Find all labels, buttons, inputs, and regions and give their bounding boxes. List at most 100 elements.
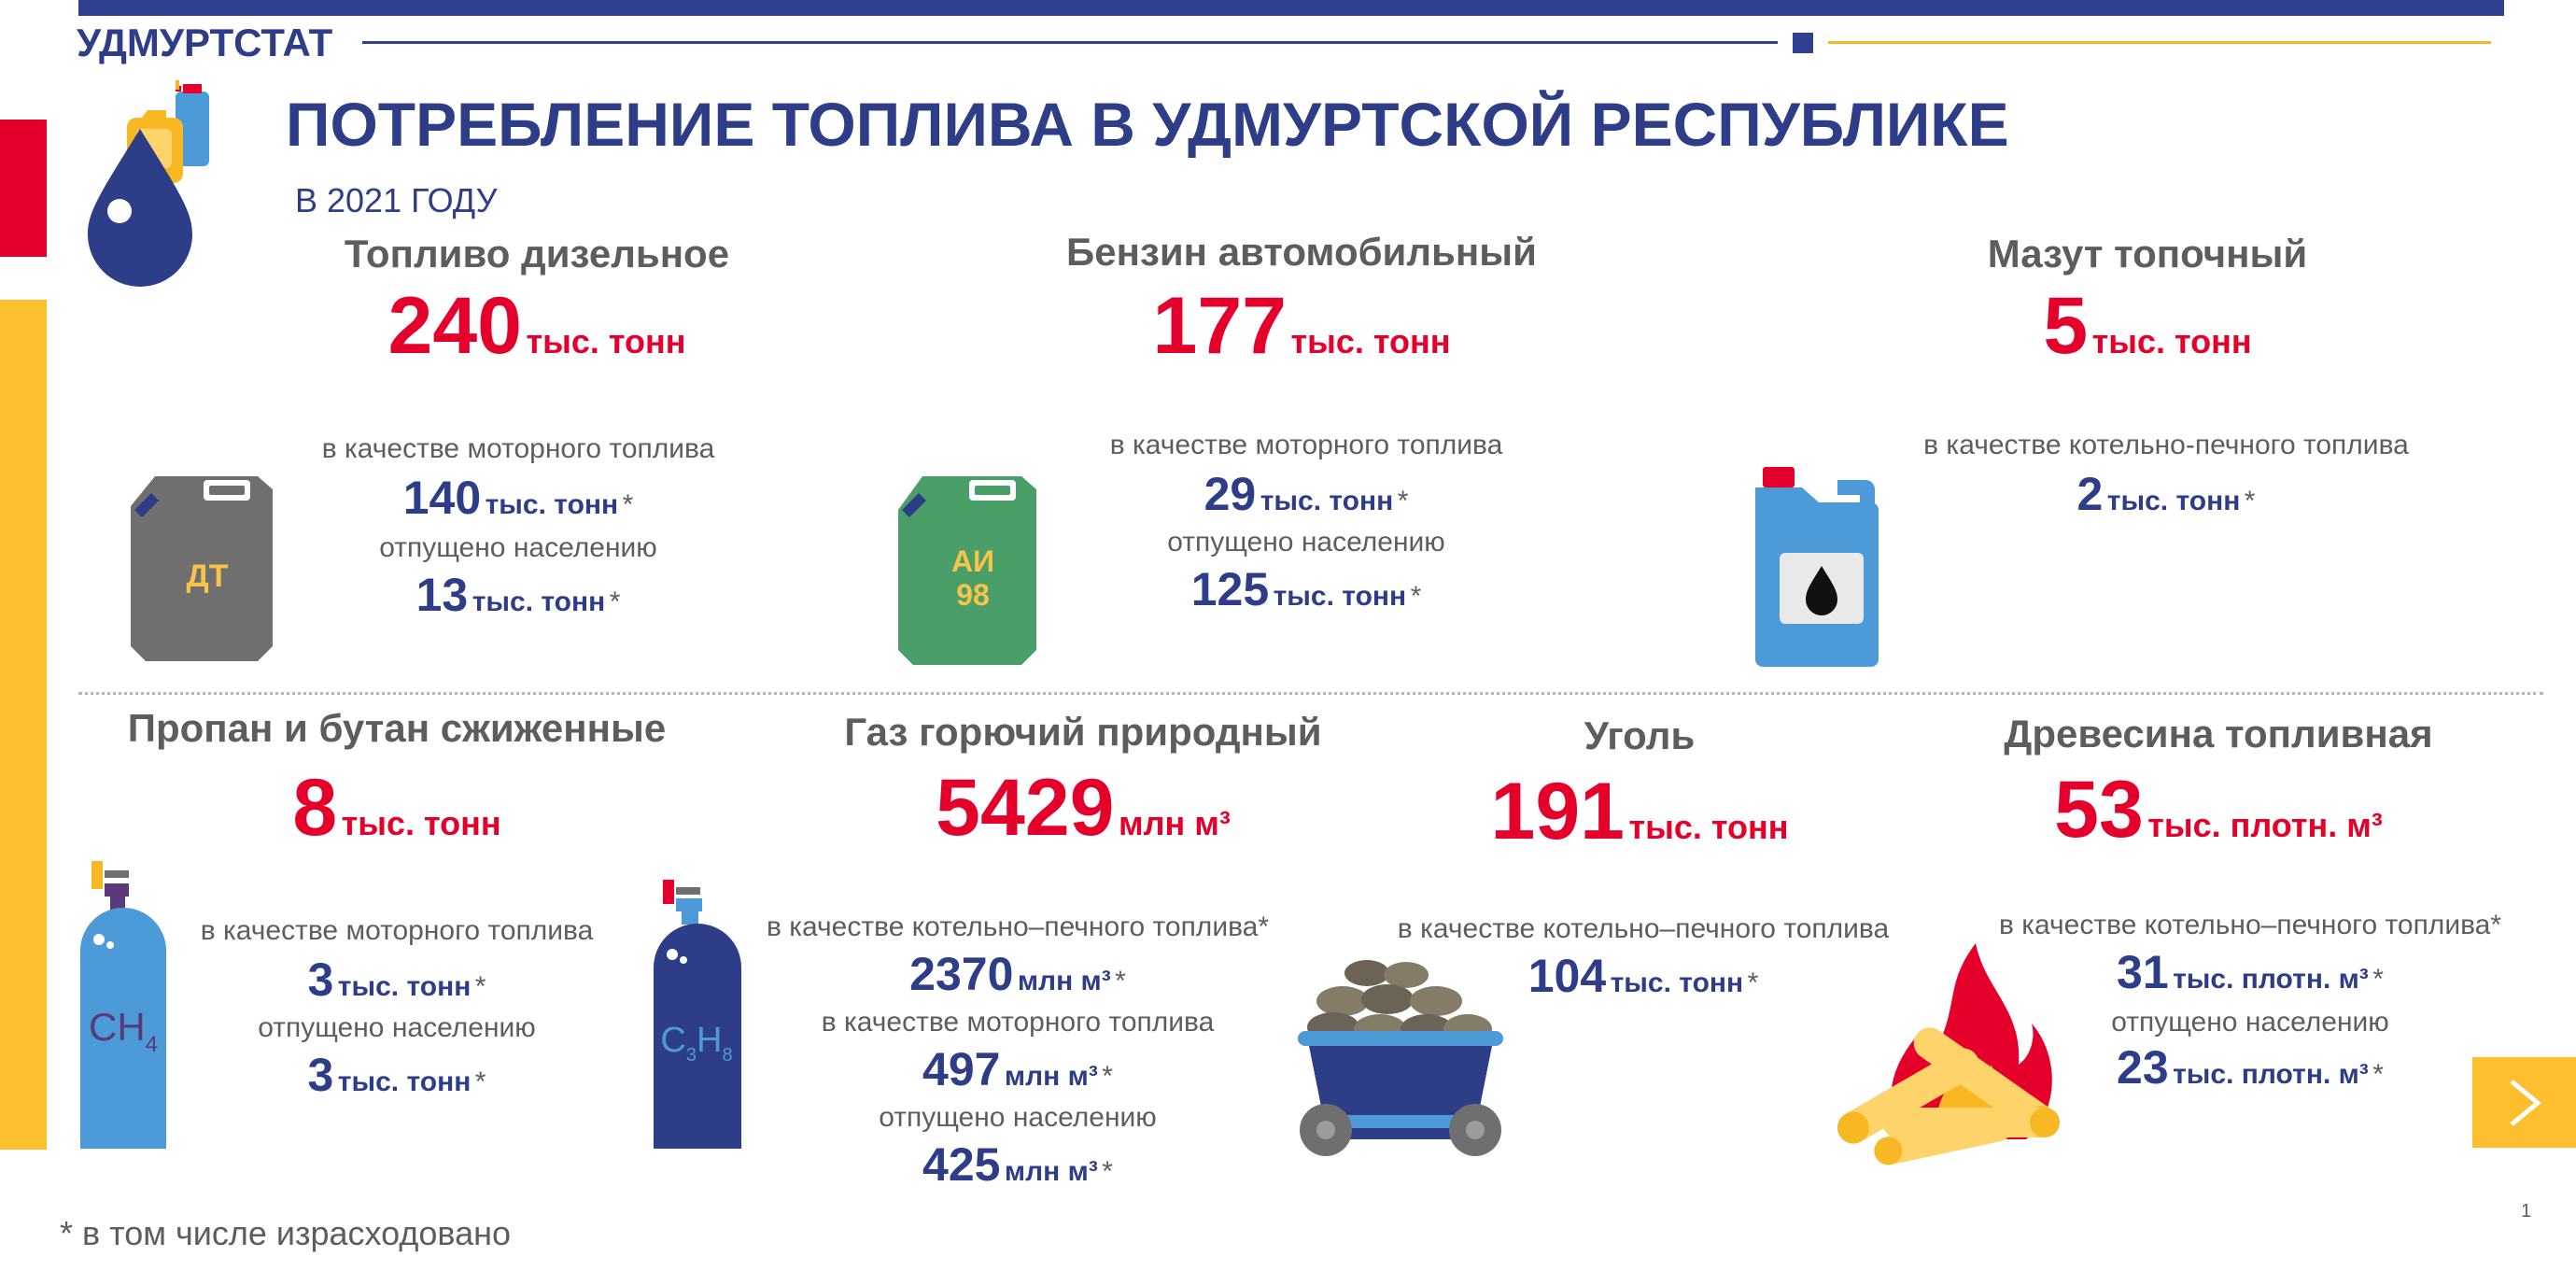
diesel-row1-label: в качестве моторного топлива [321,433,715,464]
value-mark: * [1747,967,1759,998]
value-unit: тыс. тонн [337,971,472,1002]
value-number: 31 [2117,946,2169,998]
value-unit: тыс. тонн [485,489,619,520]
value-unit: тыс. тонн [337,1066,472,1097]
value-mark: * [1102,1061,1113,1092]
fuel-oil-total-value: 5 [2043,281,2089,371]
gasoline-title: Бензин автомобильный [1066,230,1537,274]
wood-total-value: 53 [2054,765,2144,854]
page-title: ПОТРЕБЛЕНИЕ ТОПЛИВА В УДМУРТСКОЙ РЕСПУБЛ… [286,90,2009,159]
footnote: * в том числе израсходовано [60,1214,512,1252]
natural-gas-row2-value: 497 млн м³ * [738,1042,1298,1096]
page-subtitle: В 2021 ГОДУ [295,181,498,219]
diesel-title: Топливо дизельное [344,232,730,275]
gasoline-icon-label-1: АИ [951,544,994,578]
propane-title: Пропан и бутан сжиженные [127,706,667,750]
value-unit: млн м³ [1017,966,1111,996]
value-unit: тыс. плотн. м³ [2173,1059,2369,1090]
value-number: 125 [1190,563,1270,615]
value-unit: млн м³ [1004,1061,1098,1092]
value-mark: * [2372,964,2384,995]
wood-row2-label: отпущено населению [2111,1007,2389,1038]
fuel-oil-row1-value: 2 тыс. тонн * [1886,467,2446,521]
value-mark: * [2372,1059,2384,1090]
value-mark: * [1115,966,1126,996]
natural-gas-title: Газ горючий природный [844,710,1322,754]
top-bar [78,0,2504,16]
value-number: 3 [307,1049,334,1101]
side-accent-red [0,120,47,257]
coal-total-value: 191 [1490,767,1626,856]
value-unit: тыс. тонн [1260,486,1394,516]
natural-gas-row3-label: отпущено населению [879,1102,1157,1133]
fuel-oil-total-unit: тыс. тонн [2091,322,2252,360]
value-mark: * [474,971,486,1002]
propane-icon-sub: 4 [146,1032,158,1057]
natural-gas-total-unit: млн м³ [1118,804,1231,842]
propane-row2-value: 3 тыс. тонн * [177,1048,616,1102]
wood-total: 53 тыс. плотн. м³ [1938,764,2499,856]
page-number: 1 [2521,1201,2532,1222]
gasoline-total-unit: тыс. тонн [1290,322,1451,360]
value-number: 13 [415,569,469,621]
value-number: 2370 [909,948,1014,1000]
side-accent-yellow [0,300,47,1150]
gasoline-row2-label: отпущено населению [1167,527,1445,558]
gasoline-icon-label-2: 98 [956,578,990,612]
wood-title: Древесина топливная [2004,712,2433,756]
coal-total: 191 тыс. тонн [1359,766,1920,858]
gas-cylinder-icon: CH4 [80,861,166,1149]
gasoline-row2-value: 125 тыс. тонн * [1059,562,1554,616]
fuel-oil-title: Мазут топочный [1987,232,2308,275]
diesel-total: 240 тыс. тонн [261,280,812,373]
next-slide-button[interactable] [2472,1057,2576,1148]
chevron-right-icon [2510,1080,2541,1126]
value-number: 104 [1527,950,1607,1002]
value-number: 140 [402,472,482,524]
value-number: 497 [922,1043,1001,1095]
propane-row2-label: отпущено населению [258,1012,536,1043]
value-mark: * [609,586,621,617]
header-rule [362,41,1778,44]
gasoline-canister-icon: АИ 98 [898,476,1036,665]
natural-gas-total-value: 5429 [936,763,1115,853]
fuel-drop-icon [88,80,209,287]
value-mark: * [1410,581,1422,612]
value-number: 23 [2117,1041,2169,1094]
propane-total-value: 8 [292,763,338,853]
fuel-oil-total: 5 тыс. тонн [1867,280,2428,373]
value-unit: млн м³ [1004,1156,1098,1187]
propane-total-unit: тыс. тонн [341,804,501,842]
diesel-row1-value: 140 тыс. тонн * [271,471,766,525]
value-unit: тыс. тонн [1610,967,1744,998]
gasoline-total-value: 177 [1152,281,1288,371]
wood-total-unit: тыс. плотн. м³ [2147,806,2383,844]
gasoline-total: 177 тыс. тонн [1021,280,1582,373]
gas-cylinder-icon: C3H8 [654,880,741,1149]
propane-icon-label: CH [89,1005,146,1049]
value-mark: * [622,489,634,520]
natural-gas-total: 5429 млн м³ [803,762,1363,854]
natural-gas-icon-c: C [660,1021,685,1060]
natural-gas-row1-value: 2370 млн м³ * [738,947,1298,1001]
org-name: УДМУРТСТАТ [77,21,333,64]
natural-gas-icon-c-sub: 3 [686,1045,697,1066]
natural-gas-icon-h-sub: 8 [722,1045,732,1066]
gasoline-row1-label: в качестве моторного топлива [1109,430,1503,460]
diesel-total-value: 240 [387,281,523,371]
propane-row1-label: в качестве моторного топлива [200,915,594,946]
value-unit: тыс. плотн. м³ [2173,964,2369,995]
svg-text:C3H8: C3H8 [660,1021,732,1066]
gasoline-row1-value: 29 тыс. тонн * [1059,467,1554,521]
value-number: 425 [922,1138,1001,1191]
section-divider [78,692,2543,695]
value-number: 2 [2076,468,2104,520]
diesel-row2-value: 13 тыс. тонн * [271,568,766,622]
value-mark: * [1102,1156,1113,1187]
diesel-row2-label: отпущено населению [379,532,657,563]
fuel-oil-row1-label: в качестве котельно-печного топлива [1923,430,2409,460]
diesel-canister-icon: ДТ [131,476,273,661]
coal-row1-label: в качестве котельно–печного топлива [1397,913,1890,944]
oil-bottle-icon [1755,467,1879,667]
wood-row1-label: в качестве котельно–печного топлива* [1998,910,2502,940]
